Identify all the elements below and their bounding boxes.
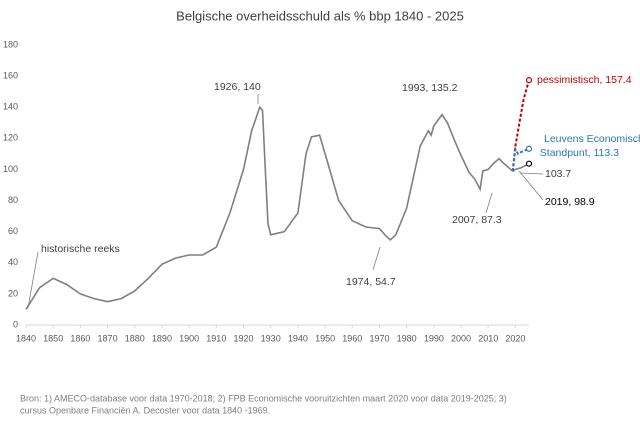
y-tick-label: 80 [8, 195, 18, 205]
leader [519, 172, 544, 175]
x-tick-label: 1870 [98, 333, 118, 343]
annotation: 1974, 54.7 [346, 276, 396, 288]
x-tick-label: 1940 [288, 333, 308, 343]
leader [518, 170, 544, 201]
end-marker [525, 145, 533, 152]
y-tick-label: 180 [3, 39, 18, 49]
data-line [25, 105, 514, 310]
x-tick-label: 1930 [261, 333, 281, 343]
x-tick-label: 1860 [70, 333, 90, 343]
x-tick-label: 1980 [397, 333, 417, 343]
chart-title: Belgische overheidsschuld als % bbp 1840… [176, 8, 464, 23]
leader [27, 251, 39, 309]
source-note: cursus Openbare Financiën A. Decoster vo… [20, 405, 270, 415]
annotation: 103.7 [545, 168, 571, 180]
x-tick-label: 1880 [125, 333, 145, 343]
x-tick-label: 1950 [315, 333, 335, 343]
x-tick-label: 1890 [152, 333, 172, 343]
x-tick-label: 1910 [206, 333, 226, 343]
x-tick-label: 1920 [233, 333, 253, 343]
y-tick-label: 0 [13, 319, 18, 329]
annotation: 1926, 140 [214, 81, 261, 93]
y-tick-label: 60 [8, 226, 18, 236]
data-line [511, 79, 530, 172]
x-tick-label: 2010 [478, 333, 498, 343]
end-marker [525, 160, 533, 167]
x-tick-label: 2000 [451, 333, 471, 343]
annotation: 1993, 135.2 [402, 82, 458, 94]
leader [485, 192, 493, 214]
x-tick-label: 1990 [424, 333, 444, 343]
annotation: Leuvens Economisch [544, 133, 640, 145]
x-tick-label: 1960 [342, 333, 362, 343]
x-tick-label: 1840 [16, 333, 36, 343]
y-tick-label: 40 [8, 257, 18, 267]
leader [372, 246, 381, 271]
annotation: pessimistisch, 157.4 [537, 74, 632, 86]
x-tick-label: 1970 [369, 333, 389, 343]
x-tick-label: 1900 [179, 333, 199, 343]
x-tick-label: 1850 [43, 333, 63, 343]
data-line [512, 162, 530, 172]
y-tick-label: 100 [3, 164, 18, 174]
y-tick-label: 140 [3, 102, 18, 112]
y-tick-label: 20 [8, 288, 18, 298]
x-tick-label: 2020 [505, 333, 525, 343]
annotation: Standpunt, 113.3 [540, 147, 619, 159]
end-marker [525, 77, 533, 84]
annotation: 2007, 87.3 [452, 214, 502, 226]
source-note: Bron: 1) AMECO-database voor data 1970-2… [20, 393, 507, 403]
y-tick-label: 160 [3, 70, 18, 80]
series-label: historische reeks [41, 243, 120, 255]
y-tick-label: 120 [3, 133, 18, 143]
annotation: 2019, 98.9 [545, 196, 595, 208]
